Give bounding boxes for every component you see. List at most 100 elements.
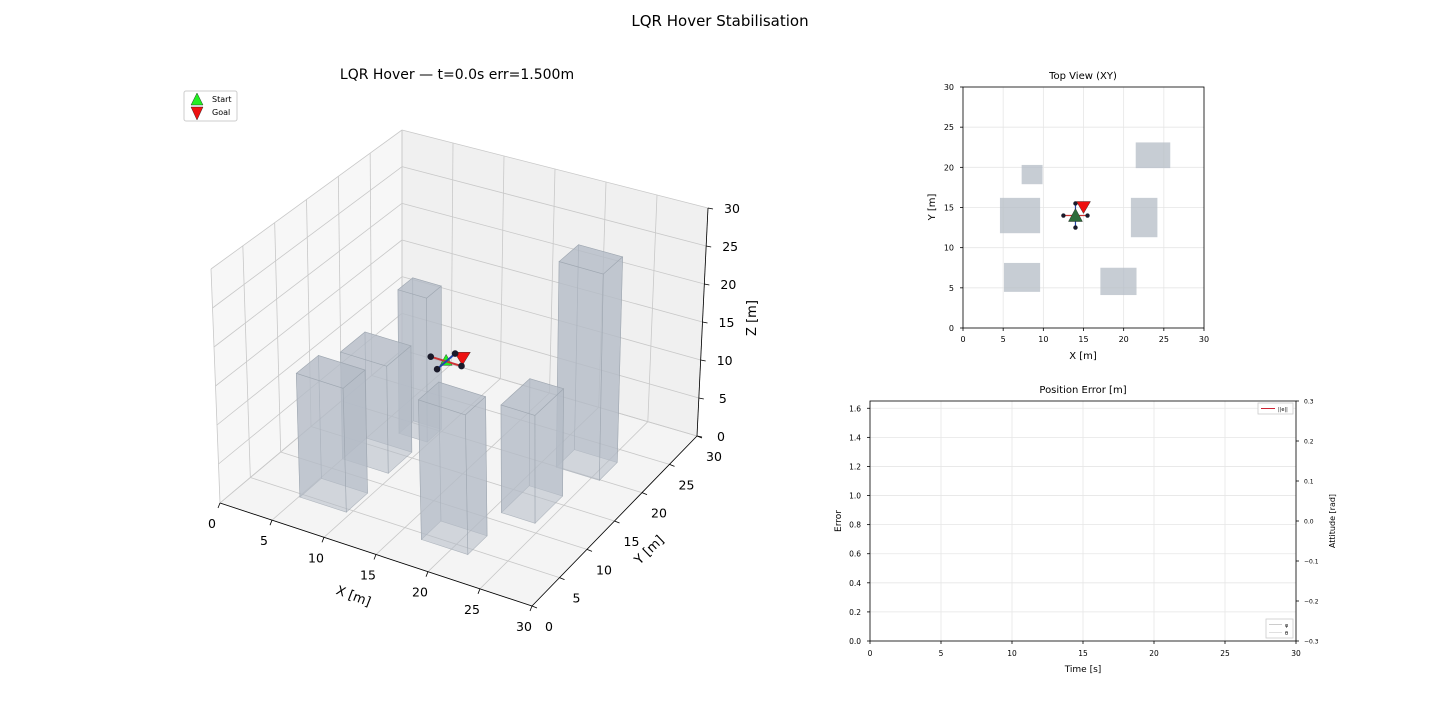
topview-ticks: 0 5 10 15 20 25 30 0 5 10 15 20 25 30	[944, 83, 1209, 344]
x-tick-label: 0	[960, 335, 965, 344]
tick-mark	[696, 435, 703, 438]
goal-marker	[1076, 201, 1091, 214]
x-tick-label: 5	[939, 649, 944, 658]
grid-line	[216, 276, 403, 426]
drone-rotor	[427, 353, 435, 361]
building	[555, 244, 624, 482]
y-tick-label: 0.0	[849, 637, 861, 646]
x-tick-label: 30	[516, 619, 532, 634]
tick-mark	[531, 605, 538, 609]
tick-mark	[321, 537, 325, 543]
legend-frame	[1265, 618, 1294, 639]
building-top-face	[397, 277, 442, 299]
building-front-face	[295, 372, 347, 513]
building-front-face	[418, 399, 469, 555]
y-tick-label: 30	[706, 449, 722, 464]
tick-mark	[641, 492, 648, 496]
drone-rotor	[1073, 225, 1078, 230]
legend-start-marker	[190, 92, 204, 106]
y-tick-label: 25	[944, 123, 954, 132]
tick-mark	[704, 283, 710, 286]
tick-mark	[706, 245, 712, 248]
grid-line	[401, 276, 701, 361]
y2-tick-label: 0.0	[1304, 519, 1314, 526]
error-ticks: 0 5 10 15 20 25 30 0.0 0.2 0.4 0.6 0.8 1.0 1.2 1.4 1.6 0…	[849, 399, 1319, 659]
building	[417, 381, 488, 556]
building-footprint	[1130, 197, 1158, 238]
x-tick-label: 5	[260, 533, 268, 548]
building-top-face	[500, 378, 565, 416]
topview-drone	[1061, 201, 1091, 230]
building-footprint	[1021, 164, 1043, 185]
start-marker	[1068, 208, 1083, 222]
view3d-title: LQR Hover — t=0.0s err=1.500m	[340, 67, 574, 83]
tick-mark	[698, 397, 704, 400]
back-pane	[402, 130, 708, 436]
goal-marker	[454, 352, 471, 366]
tick-mark	[217, 502, 221, 509]
building	[500, 377, 565, 525]
x-tick-label: 10	[308, 550, 324, 565]
drone-rotor	[1061, 213, 1066, 218]
x-tick-label: 20	[1119, 335, 1129, 344]
tick-mark	[425, 571, 429, 577]
building-right-face	[386, 345, 413, 474]
y-tick-label: 1.2	[849, 462, 861, 471]
drone-rotor	[1073, 201, 1078, 206]
error-ylabel: Error	[834, 510, 844, 532]
x-tick-label: 15	[1078, 335, 1088, 344]
x-tick-label: 20	[1149, 649, 1159, 658]
y-tick-label: 30	[944, 83, 954, 92]
building-footprint	[1100, 267, 1137, 296]
legend-goal-label: Goal	[212, 108, 230, 117]
topview-xlabel: X [m]	[1069, 351, 1097, 362]
x-tick-label: 30	[1199, 335, 1209, 344]
error-xlabel: Time [s]	[1064, 665, 1102, 675]
drone-rotor	[433, 365, 441, 373]
building-footprint	[1003, 262, 1041, 292]
legend-phi-label: φ	[1285, 623, 1289, 629]
legend-frame	[1257, 402, 1294, 415]
topview-axes: Top View (XY) 0 5 10 15 20 25 30 0 5 10 15 20 25 30 X…	[927, 71, 1209, 362]
error-legend-bottom: φ θ	[1265, 618, 1294, 639]
building-top-face	[558, 244, 624, 275]
drone-arm	[436, 352, 456, 370]
y-tick-label: 10	[596, 562, 612, 577]
building-right-face	[342, 369, 368, 513]
view3d-zlabel: Z [m]	[745, 300, 760, 336]
tick-mark	[702, 321, 708, 324]
grid-line	[210, 129, 403, 270]
building	[295, 354, 368, 513]
tick-mark	[586, 548, 593, 552]
building-right-face	[465, 396, 488, 556]
view3d-buildings	[295, 244, 624, 556]
z-tick-label: 25	[722, 239, 738, 254]
y-tick-label: 0.6	[849, 550, 861, 559]
y-tick-label: 0.8	[849, 521, 861, 530]
z-tick-label: 15	[719, 315, 735, 330]
error-title: Position Error [m]	[1039, 385, 1126, 396]
figure-suptitle: LQR Hover Stabilisation	[631, 12, 808, 30]
y-tick-label: 15	[624, 534, 640, 549]
x-tick-label: 10	[1038, 335, 1048, 344]
x-tick-label: 0	[208, 516, 216, 531]
error-y2label: Attitude [rad]	[1328, 494, 1337, 548]
y-tick-label: 0.4	[849, 579, 861, 588]
y-tick-label: 20	[651, 506, 667, 521]
tick-mark	[707, 207, 714, 210]
y-tick-label: 1.4	[849, 433, 861, 442]
building-footprint	[999, 197, 1041, 234]
x-tick-label: 25	[1159, 335, 1169, 344]
error-axes: Position Error [m] 0 5 10 15 20 25 30 0.0 0.2 0.4…	[834, 385, 1337, 675]
legend-goal-marker	[190, 106, 204, 121]
topview-ylabel: Y [m]	[927, 193, 938, 221]
y-tick-label: 5	[949, 284, 954, 293]
y-tick-label: 15	[944, 204, 954, 213]
x-tick-label: 10	[1007, 649, 1017, 658]
tick-mark	[700, 359, 706, 362]
tick-mark	[559, 577, 565, 581]
building-top-face	[417, 381, 487, 416]
x-tick-label: 15	[1078, 649, 1088, 658]
topview-title: Top View (XY)	[1048, 71, 1117, 82]
